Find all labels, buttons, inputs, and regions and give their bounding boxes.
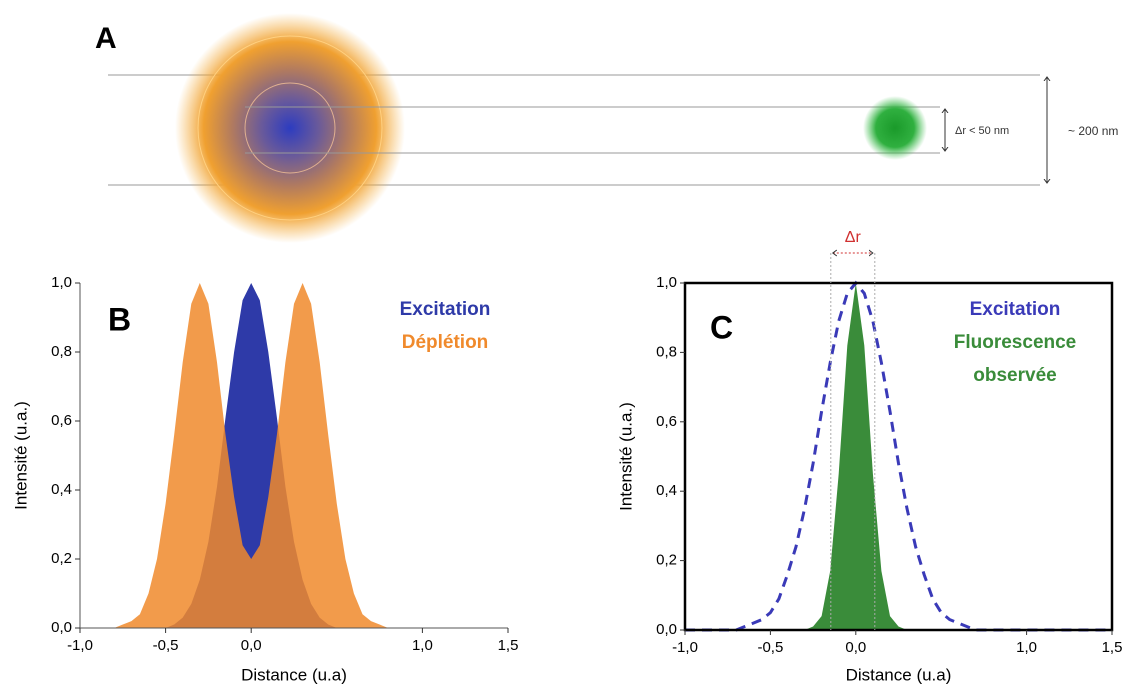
y-tick-label: 0,8 — [51, 343, 72, 360]
x-tick-label: 0,0 — [241, 637, 262, 654]
annotation: Δr < 50 nm — [955, 125, 1009, 137]
y-tick-label: 0,2 — [656, 552, 677, 569]
x-tick-label: -0,5 — [757, 639, 783, 656]
y-tick-label: 1,0 — [656, 274, 677, 291]
panel-label: B — [108, 301, 131, 337]
x-tick-label: -1,0 — [67, 637, 93, 654]
plot-frame — [683, 281, 1114, 632]
y-tick-label: 0,4 — [656, 482, 677, 499]
legend-entry: Fluorescence observée — [953, 332, 1077, 386]
panel-a: A Δr < 50 nm ~ 200 nm — [95, 13, 1118, 243]
spot-ring — [244, 82, 336, 174]
x-tick-label: 0,0 — [845, 639, 866, 656]
annotation: Δr — [845, 229, 862, 246]
y-tick-label: 0,6 — [656, 413, 677, 430]
x-tick-label: -1,0 — [672, 639, 698, 656]
panel-label: C — [710, 309, 733, 345]
y-tick-label: 0,4 — [51, 481, 72, 498]
x-tick-label: 1,5 — [1102, 639, 1123, 656]
panel-label: A — [95, 22, 117, 55]
y-tick-label: 0,6 — [51, 412, 72, 429]
spot-ring — [197, 35, 383, 221]
fluorescence-spot — [863, 96, 927, 160]
legend-entry: Déplétion — [401, 332, 489, 353]
excitation-line — [685, 280, 1112, 632]
y-tick-label: 0,8 — [656, 343, 677, 360]
area — [80, 283, 508, 628]
legend-entry: Excitation — [969, 299, 1061, 320]
y-axis-label: Intensité (u.a.) — [11, 401, 30, 510]
x-axis-label: Distance (u.a) — [846, 665, 952, 684]
depletion-spot — [175, 13, 405, 243]
y-tick-label: 0,2 — [51, 550, 72, 567]
annotation: ~ 200 nm — [1068, 124, 1118, 138]
x-tick-label: 1,0 — [1016, 639, 1037, 656]
y-tick-label: 1,0 — [51, 274, 72, 291]
x-tick-label: -0,5 — [153, 637, 179, 654]
x-axis-label: Distance (u.a) — [241, 665, 347, 684]
legend-entry: Excitation — [399, 299, 491, 320]
x-tick-label: 1,5 — [498, 637, 519, 654]
y-tick-label: 0,0 — [51, 619, 72, 636]
y-tick-label: 0,0 — [656, 621, 677, 638]
x-tick-label: 1,0 — [412, 637, 433, 654]
y-axis-label: Intensité (u.a.) — [616, 402, 635, 511]
